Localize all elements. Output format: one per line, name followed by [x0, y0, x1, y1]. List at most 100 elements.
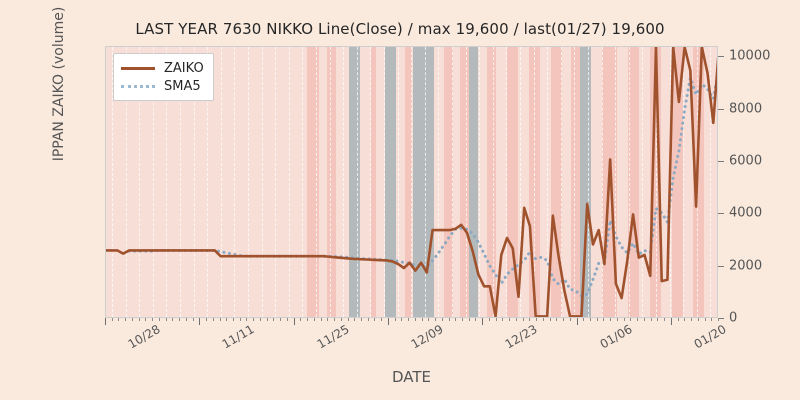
background-band — [627, 47, 639, 317]
legend-label-sma5: SMA5 — [164, 78, 201, 94]
x-tick-minor — [253, 318, 255, 321]
x-tick-minor — [219, 318, 221, 321]
x-tick-minor — [664, 318, 666, 321]
series-line-sma5 — [127, 70, 717, 298]
background-band — [693, 47, 705, 317]
y-tick-mark — [718, 56, 724, 58]
gridline — [397, 47, 400, 317]
gridline — [615, 47, 617, 317]
background-band — [443, 47, 453, 317]
background-band — [412, 47, 420, 317]
x-tick-minor — [650, 318, 652, 321]
x-tick-mark — [482, 318, 484, 325]
x-tick-minor — [347, 318, 349, 321]
x-tick-minor — [455, 318, 457, 321]
background-band — [518, 47, 530, 317]
x-tick-minor — [718, 318, 719, 321]
background-band — [359, 47, 371, 317]
x-tick-mark — [105, 318, 106, 325]
gridline — [683, 47, 685, 317]
background-band — [551, 47, 563, 317]
x-tick-minor — [563, 318, 565, 321]
legend: ZAIKO SMA5 — [113, 53, 214, 101]
y-tick-mark — [718, 265, 724, 267]
background-band — [478, 47, 488, 317]
gridline — [520, 47, 522, 317]
background-band — [487, 47, 497, 317]
x-tick-minor — [468, 318, 470, 321]
x-tick-label: 11/25 — [314, 322, 352, 352]
gridline — [166, 47, 168, 317]
gridline — [139, 47, 141, 317]
background-band — [682, 47, 694, 317]
x-tick-minor — [179, 318, 181, 321]
gridline — [180, 47, 182, 317]
x-tick-minor — [367, 318, 369, 321]
x-tick-minor — [374, 318, 376, 321]
gridline — [248, 47, 250, 317]
x-tick-minor — [529, 318, 531, 321]
x-tick-minor — [583, 318, 585, 321]
x-tick-minor — [441, 318, 443, 321]
x-tick-minor — [421, 318, 423, 321]
legend-item-sma5[interactable]: SMA5 — [121, 77, 204, 95]
background-band — [405, 47, 413, 317]
x-tick-minor — [280, 318, 282, 321]
gridline — [275, 47, 277, 317]
x-tick-mark — [387, 318, 389, 325]
x-tick-minor — [643, 318, 645, 321]
x-tick-minor — [542, 318, 544, 321]
x-tick-label: 12/09 — [408, 322, 446, 352]
plot-area — [105, 46, 718, 318]
background-band — [540, 47, 552, 317]
y-tick-label: 10000 — [729, 48, 771, 64]
gridline — [329, 47, 332, 317]
x-tick-minor — [623, 318, 625, 321]
x-tick-minor — [286, 318, 288, 321]
background-band — [638, 47, 650, 317]
x-tick-minor — [630, 318, 632, 321]
x-tick-label: 10/28 — [125, 322, 163, 352]
gridline — [288, 47, 291, 317]
x-tick-minor — [354, 318, 356, 321]
gridline — [234, 47, 236, 317]
x-tick-minor — [610, 318, 612, 321]
gridline — [220, 47, 223, 317]
x-tick-minor — [677, 318, 679, 321]
x-tick-minor — [502, 318, 504, 321]
x-tick-minor — [637, 318, 639, 321]
gridline — [642, 47, 644, 317]
x-tick-minor — [327, 318, 329, 321]
x-tick-minor — [657, 318, 659, 321]
x-tick-minor — [522, 318, 524, 321]
y-tick-mark — [718, 318, 724, 319]
y-tick-label: 2000 — [729, 258, 763, 274]
gridline — [601, 47, 604, 317]
background-band — [385, 47, 397, 317]
x-tick-minor — [145, 318, 147, 321]
x-tick-minor — [536, 318, 538, 321]
background-band — [507, 47, 519, 317]
x-tick-minor — [165, 318, 167, 321]
y-tick-label: 8000 — [729, 101, 763, 117]
gridline — [302, 47, 304, 317]
legend-item-zaiko[interactable]: ZAIKO — [121, 59, 204, 77]
gridline — [112, 47, 114, 317]
background-band — [319, 47, 327, 317]
x-tick-minor — [158, 318, 160, 321]
x-tick-minor — [401, 318, 403, 321]
y-tick-label: 6000 — [729, 153, 763, 169]
background-band — [396, 47, 406, 317]
x-tick-minor — [691, 318, 693, 321]
x-tick-minor — [556, 318, 558, 321]
y-tick-mark — [718, 213, 724, 215]
x-tick-minor — [711, 318, 713, 321]
background-band — [529, 47, 541, 317]
background-band — [616, 47, 628, 317]
background-band — [591, 47, 603, 317]
x-tick-minor — [495, 318, 497, 321]
x-tick-mark — [576, 318, 578, 325]
x-tick-minor — [515, 318, 517, 321]
gridline — [152, 47, 155, 317]
